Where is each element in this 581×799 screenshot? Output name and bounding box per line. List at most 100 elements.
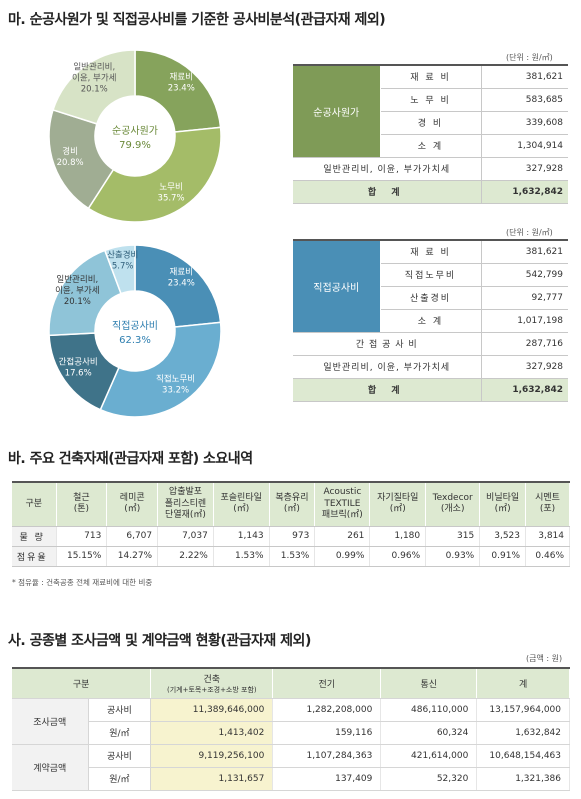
chart2-slice-label-1: 직접노무비: [156, 373, 195, 384]
table1-extra-value: 327,928: [481, 157, 568, 181]
chart2-slice-label-3: 이윤, 부가세: [55, 285, 100, 296]
contract-row: 원/㎡ 1,131,657 137,409 52,320 1,321,386: [12, 767, 570, 791]
chart2-slice-label-0: 재료비: [170, 267, 193, 277]
chart1-center-value: 79.9%: [119, 140, 151, 151]
contract-amount-table: 구분 건축 (기계+토목+조경+소방 포함) 전기 통신 계 조사금액 공사비 11,389,6…: [12, 667, 570, 791]
materials-header-line: (포): [539, 504, 556, 515]
chart1-slice-pct-0: 23.4%: [168, 83, 195, 93]
table2-row: 산출경비 92,777: [293, 286, 568, 310]
table2-row: 직접공사비 재 료 비 381,621: [293, 240, 568, 333]
contract-sub-label: 공사비: [88, 744, 152, 768]
chart1-slice-0: [134, 49, 222, 133]
contract-header-row: 구분 건축 (기계+토목+조경+소방 포함) 전기 통신 계: [12, 668, 570, 699]
materials-row: 점유율 15.15% 14.27% 2.22% 1.53% 1.53% 0.99% 0.96%…: [12, 546, 570, 567]
materials-row-label: 물 량: [12, 526, 57, 547]
contract-cell: 13,157,964,000: [476, 698, 570, 722]
materials-cell: 3,814: [525, 526, 570, 547]
contract-row: 계약금액 공사비 9,119,256,100 1,107,284,363 421,614…: [12, 744, 570, 791]
chart2-slice-pct-4: 5.7%: [112, 262, 134, 272]
materials-header-cell: 시멘트 (포): [525, 482, 570, 527]
table1-total-value: 1,632,842: [481, 180, 568, 204]
chart1-slice-label-1: 노무비: [159, 182, 182, 192]
table2-row: 직접노무비 542,799: [293, 263, 568, 287]
table1-group-label: 순공사원가: [293, 65, 381, 158]
chart2-center-value: 62.3%: [119, 335, 151, 346]
chart2-slice-label-4: 산출경비: [107, 250, 138, 261]
contract-cell: 1,321,386: [476, 767, 570, 791]
contract-cell: 10,648,154,463: [476, 744, 570, 768]
table1-row-value: 339,608: [481, 111, 568, 135]
table2-row-label: 직접노무비: [380, 263, 482, 287]
contract-cell: 11,389,646,000: [150, 698, 274, 722]
chart2-slice-1: [99, 321, 222, 418]
chart2-slice-pct-2: 17.6%: [65, 369, 92, 379]
table1-row: 순공사원가 재 료 비 381,621: [293, 65, 568, 158]
materials-header-cell: 복층유리 (㎡): [269, 482, 316, 527]
table1-row-value: 1,304,914: [481, 134, 568, 158]
materials-cell: 0.93%: [425, 546, 481, 567]
materials-header-line: 철근: [73, 493, 90, 503]
contract-header-total: 계: [476, 668, 570, 699]
materials-header-line: (㎡): [494, 504, 511, 515]
materials-cell: 0.99%: [314, 546, 371, 567]
contract-header-architecture-label: 건축: [203, 674, 221, 685]
contract-cell: 52,320: [380, 767, 478, 791]
table1-row-label: 노 무 비: [380, 88, 482, 112]
materials-header-line: (톤): [73, 504, 90, 515]
materials-note: * 점유율 : 건축공종 전체 재료비에 대한 비중: [12, 578, 153, 587]
chart1-slice-label-2: 경비: [62, 146, 78, 157]
materials-cell: 3,523: [479, 526, 526, 547]
contract-cell: 1,632,842: [476, 721, 570, 745]
materials-header-line: 복층유리: [275, 493, 309, 503]
chart1-slice-3: [52, 49, 136, 125]
chart1-slice-label-3: 이윤, 부가세: [72, 72, 117, 83]
table2-extra-row: 일반관리비, 이윤, 부가가치세 327,928: [293, 355, 568, 379]
table2-extra-value: 287,716: [481, 332, 568, 356]
materials-header-line: 폴리스티렌: [164, 498, 207, 509]
table2-extra-label: 일반관리비, 이윤, 부가가치세: [293, 355, 482, 379]
table2-extra-row: 간 접 공 사 비 287,716: [293, 332, 568, 356]
contract-cell: 1,131,657: [150, 767, 274, 791]
materials-cell: 15.15%: [56, 546, 108, 567]
contract-cell: 9,119,256,100: [150, 744, 274, 768]
section-ma-title: 마. 순공사원가 및 직접공사비를 기준한 공사비분석(관급자재 제외): [8, 12, 386, 28]
table1-row: 경 비 339,608: [293, 111, 568, 135]
contract-header-electric: 전기: [272, 668, 382, 699]
materials-cell: 261: [314, 526, 371, 547]
table2-row-label: 산출경비: [380, 286, 482, 310]
materials-header-cell: Acoustic TEXTILE 패브릭(㎡): [314, 482, 371, 527]
table1-row-value: 583,685: [481, 88, 568, 112]
materials-header-cell: 레미콘 (㎥): [106, 482, 159, 527]
materials-header-line: Texdecor: [432, 493, 473, 503]
table2-extra-label: 간 접 공 사 비: [293, 332, 482, 356]
contract-cell: 60,324: [380, 721, 478, 745]
materials-header-line: (㎡): [389, 504, 406, 515]
materials-header-cell: 자기질타일 (㎡): [369, 482, 427, 527]
materials-header-cell: 포슬린타일 (㎡): [213, 482, 270, 527]
table1-total-label: 합 계: [293, 180, 482, 204]
materials-cell: 0.96%: [369, 546, 427, 567]
contract-cell: 159,116: [272, 721, 382, 745]
contract-group-label: 조사금액: [12, 698, 89, 745]
table2-row-value: 381,621: [481, 240, 568, 264]
table1-row-label: 경 비: [380, 111, 482, 135]
chart2-slice-label-2: 간접공사비: [59, 357, 98, 368]
materials-header-line: 단열재(㎥): [165, 509, 206, 520]
materials-header-first: 구분: [12, 482, 57, 527]
materials-cell: 1.53%: [213, 546, 270, 567]
materials-header-cell: Texdecor (개소): [425, 482, 481, 527]
materials-header-line: 시멘트: [535, 493, 560, 503]
contract-header-architecture-sub: (기계+토목+조경+소방 포함): [166, 685, 257, 694]
table2-unit: (단위 : 원/㎡): [506, 228, 553, 237]
materials-header-line: 레미콘: [119, 493, 145, 503]
contract-cell: 486,110,000: [380, 698, 478, 722]
materials-cell: 0.46%: [525, 546, 570, 567]
table2-row: 소 계 1,017,198: [293, 309, 568, 333]
materials-cell: 1.53%: [269, 546, 316, 567]
materials-header-line: TEXTILE: [324, 498, 361, 509]
chart2-slice-pct-3: 20.1%: [64, 297, 91, 307]
materials-cell: 0.91%: [479, 546, 526, 567]
direct-cost-table: 직접공사비 재 료 비 381,621 직접노무비 542,799 산출경비 92,777 소…: [293, 239, 568, 402]
section-sa-title: 사. 공종별 조사금액 및 계약금액 현황(관급자재 제외): [8, 633, 311, 649]
materials-header-line: (㎡): [233, 504, 250, 515]
